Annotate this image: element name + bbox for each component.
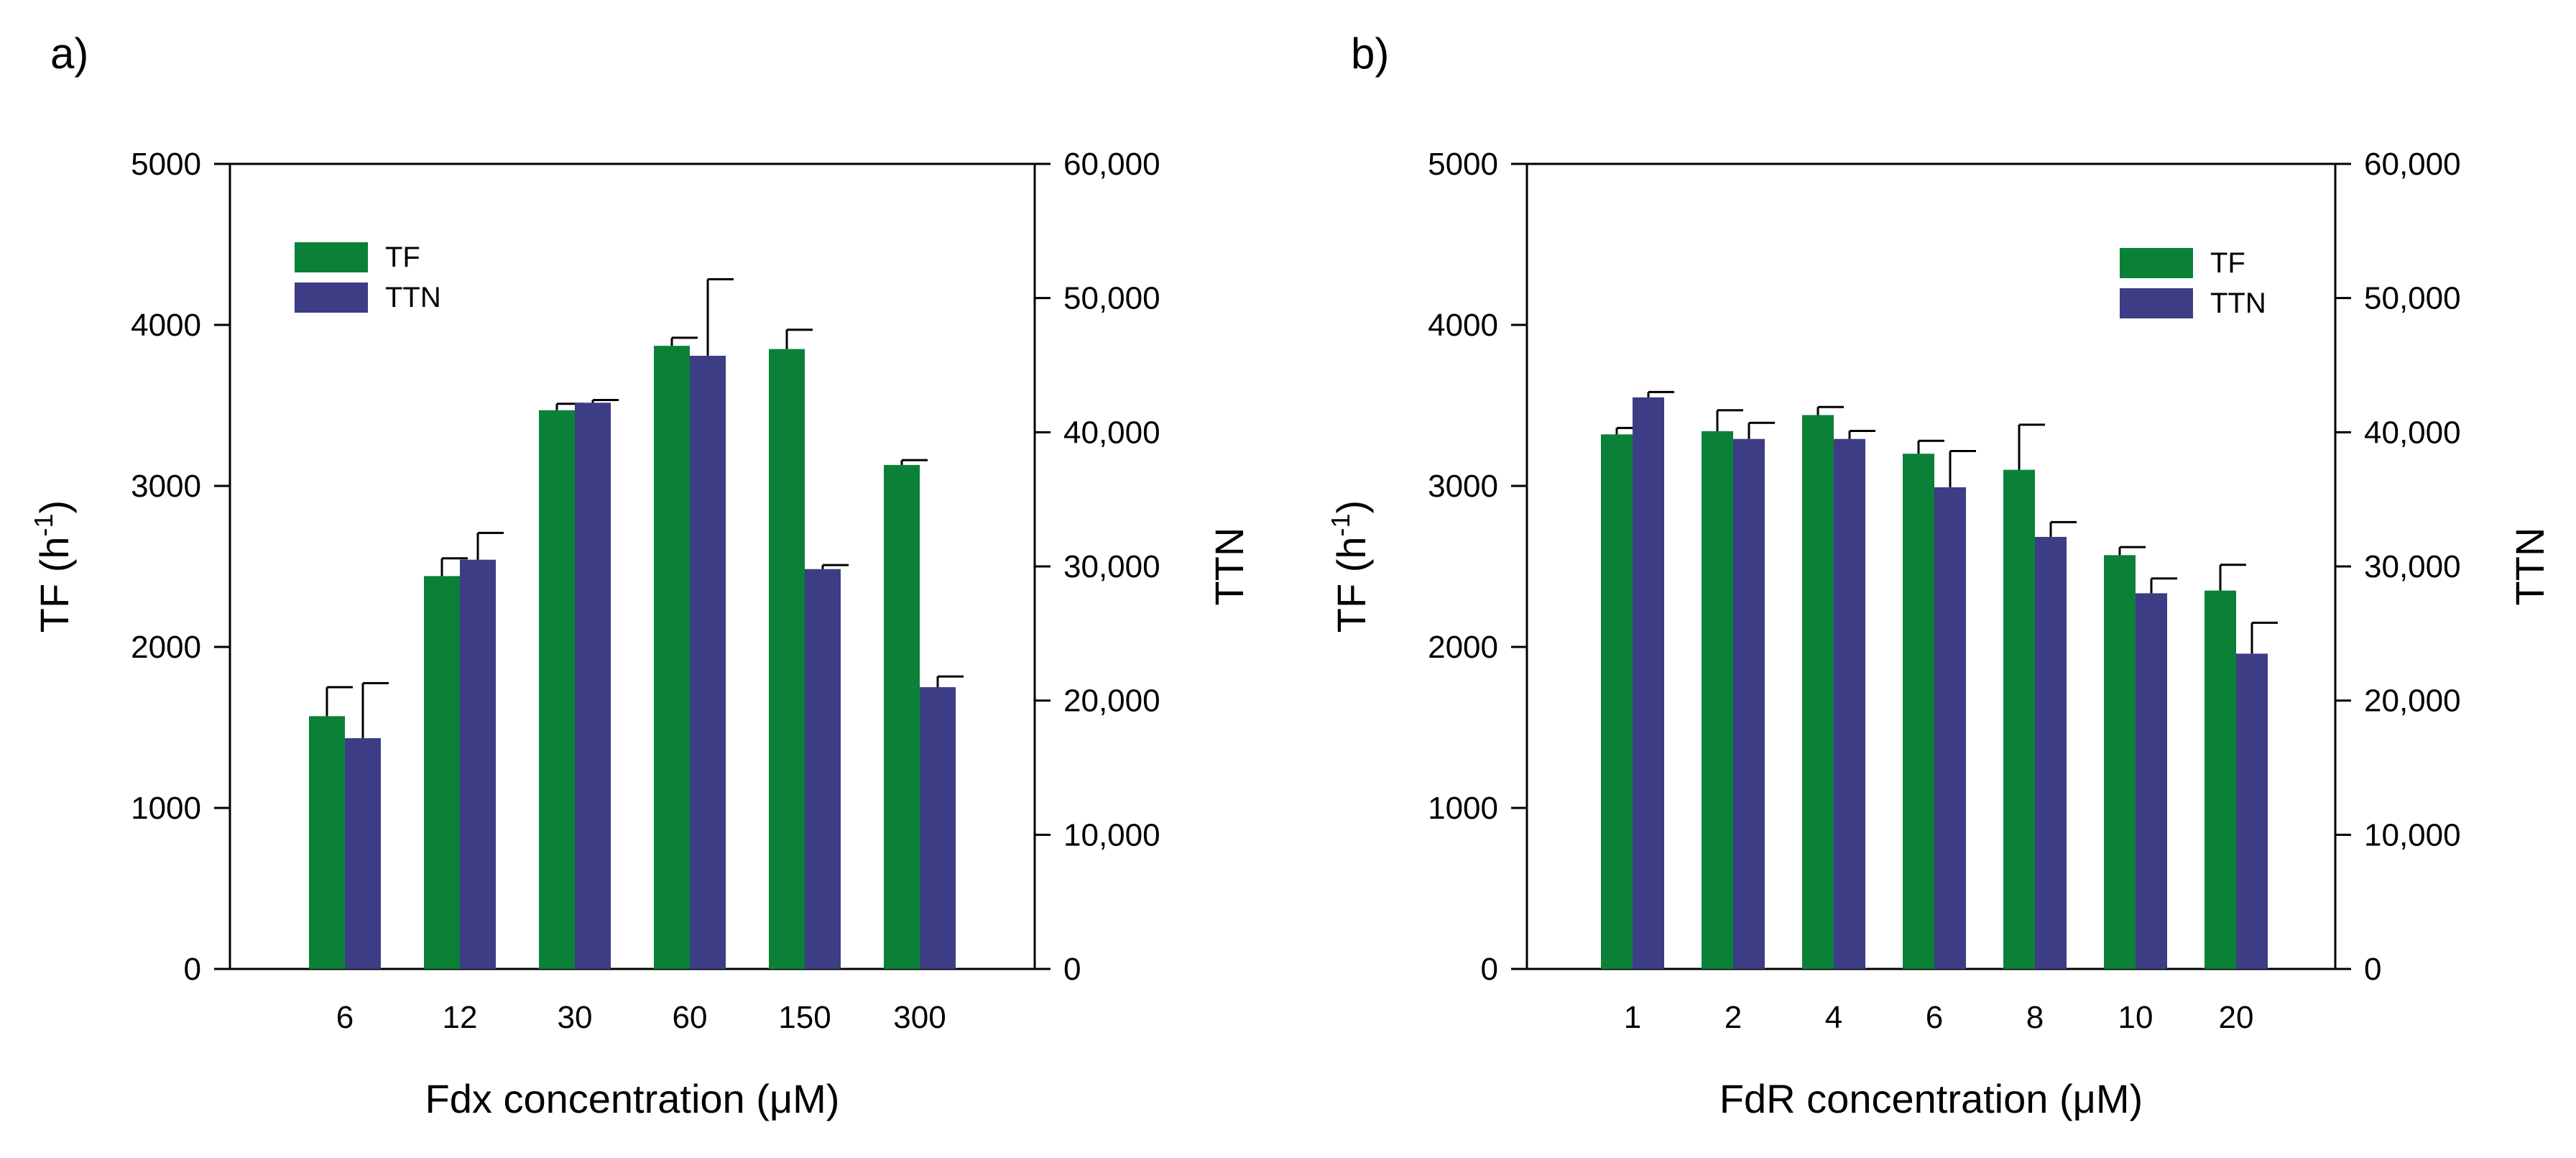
y-left-tick-label: 5000 — [1428, 147, 1498, 182]
bar-ttn-6 — [345, 737, 381, 969]
x-axis-title: FdR concentration (μM) — [1719, 1076, 2143, 1121]
y-left-tick-label: 2000 — [131, 630, 201, 665]
bar-tf-1 — [1601, 434, 1633, 969]
y-right-tick-label: 20,000 — [2364, 684, 2461, 719]
x-axis-title: Fdx concentration (μM) — [425, 1076, 840, 1121]
bar-tf-10 — [2104, 555, 2136, 969]
y-left-tick-label: 0 — [184, 952, 201, 987]
y-left-axis-title: TF (h-1) — [1326, 500, 1374, 633]
x-tick-label: 300 — [893, 1000, 946, 1035]
chart-panel-a: a) 0 1000 2000 3000 4000 5000 0 10,000 20,000 30,0… — [29, 29, 1252, 1121]
bar-tf-30 — [539, 410, 575, 969]
bar-ttn-20 — [2236, 653, 2268, 969]
y-right-axis-title: TTN — [1206, 528, 1252, 606]
bar-ttn-10 — [2136, 593, 2167, 969]
bar-ttn-300 — [920, 687, 956, 969]
panel-label: b) — [1351, 29, 1389, 78]
legend-label-ttn: TTN — [385, 282, 441, 313]
y-left-tick-label: 1000 — [1428, 791, 1498, 826]
bar-tf-6 — [1903, 454, 1934, 969]
y-right-axis-title: TTN — [2507, 528, 2552, 606]
bar-ttn-2 — [1733, 438, 1765, 969]
bar-tf-150 — [769, 349, 805, 970]
x-tick-label: 8 — [2026, 1000, 2044, 1035]
y-right-tick-label: 0 — [1063, 952, 1081, 987]
y-right-tick-label: 50,000 — [2364, 281, 2461, 316]
bar-ttn-8 — [2035, 536, 2067, 969]
bar-tf-300 — [884, 464, 920, 969]
x-tick-label: 2 — [1725, 1000, 1742, 1035]
bar-tf-6 — [309, 716, 345, 969]
bar-ttn-12 — [460, 559, 496, 969]
x-tick-label: 60 — [673, 1000, 708, 1035]
y-left-tick-label: 3000 — [1428, 469, 1498, 504]
y-left-tick-label: 4000 — [131, 308, 201, 343]
y-right-tick-label: 60,000 — [2364, 147, 2461, 182]
legend-label-ttn: TTN — [2210, 288, 2266, 319]
y-right-tick-label: 20,000 — [1063, 684, 1160, 719]
chart-panel-b: b) 0 1000 2000 3000 4000 5000 0 10,000 20,000 30,0… — [1326, 29, 2552, 1121]
bar-ttn-30 — [575, 403, 611, 969]
x-tick-label: 4 — [1825, 1000, 1842, 1035]
legend-label-tf: TF — [2210, 247, 2245, 279]
bar-ttn-4 — [1834, 438, 1865, 969]
bar-ttn-1 — [1633, 397, 1664, 969]
x-tick-label: 30 — [558, 1000, 593, 1035]
x-tick-label: 150 — [778, 1000, 831, 1035]
y-left-tick-label: 4000 — [1428, 308, 1498, 343]
y-right-tick-label: 40,000 — [1063, 415, 1160, 450]
y-left-tick-label: 5000 — [131, 147, 201, 182]
y-right-tick-label: 10,000 — [1063, 817, 1160, 853]
bar-ttn-60 — [690, 355, 726, 969]
x-tick-label: 6 — [336, 1000, 354, 1035]
legend-swatch-ttn — [2120, 288, 2193, 318]
y-right-tick-label: 0 — [2364, 952, 2381, 987]
y-right-tick-label: 30,000 — [2364, 549, 2461, 584]
bar-tf-8 — [2003, 469, 2035, 969]
legend-label-tf: TF — [385, 242, 420, 273]
bar-ttn-150 — [805, 569, 841, 969]
y-right-tick-label: 40,000 — [2364, 415, 2461, 450]
bar-tf-20 — [2205, 590, 2236, 969]
legend-swatch-ttn — [295, 282, 368, 313]
y-left-tick-label: 1000 — [131, 791, 201, 826]
y-left-axis-title: TF (h-1) — [29, 500, 77, 633]
bar-ttn-6 — [1934, 487, 1966, 969]
legend-swatch-tf — [295, 242, 368, 272]
y-right-tick-label: 60,000 — [1063, 147, 1160, 182]
y-left-tick-label: 2000 — [1428, 630, 1498, 665]
bar-tf-4 — [1802, 415, 1834, 969]
bar-tf-12 — [424, 576, 460, 969]
x-tick-label: 10 — [2118, 1000, 2153, 1035]
legend-swatch-tf — [2120, 248, 2193, 278]
y-left-tick-label: 0 — [1481, 952, 1498, 987]
y-right-tick-label: 10,000 — [2364, 817, 2461, 853]
y-right-tick-label: 50,000 — [1063, 281, 1160, 316]
y-left-tick-label: 3000 — [131, 469, 201, 504]
x-tick-label: 12 — [443, 1000, 478, 1035]
x-tick-label: 6 — [1926, 1000, 1943, 1035]
x-tick-label: 20 — [2219, 1000, 2254, 1035]
y-right-tick-label: 30,000 — [1063, 549, 1160, 584]
panel-label: a) — [50, 29, 88, 78]
bar-tf-60 — [654, 346, 690, 969]
bar-tf-2 — [1702, 431, 1733, 969]
x-tick-label: 1 — [1624, 1000, 1641, 1035]
